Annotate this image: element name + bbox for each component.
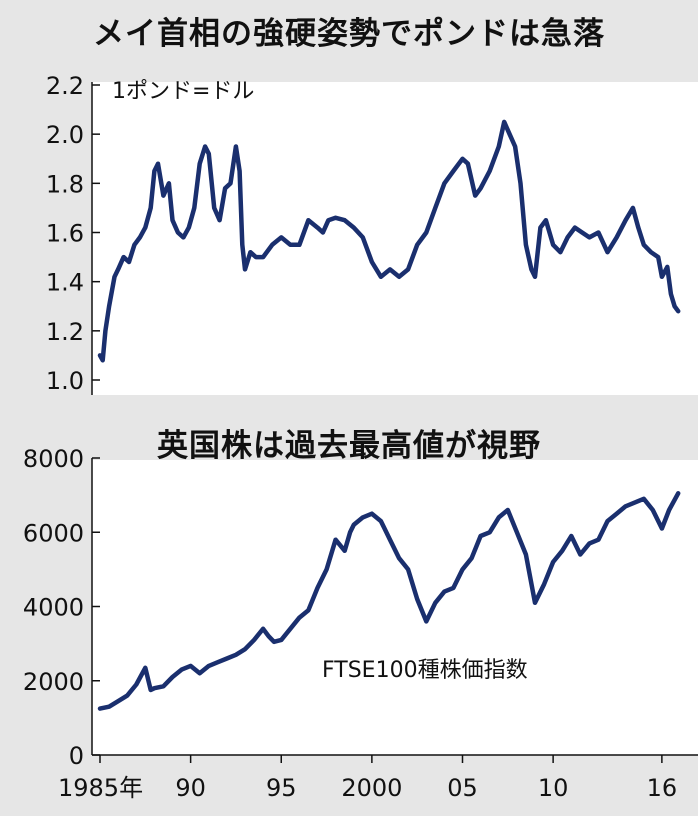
pound-plot-area bbox=[92, 82, 698, 395]
ftse-xtick-label: 1985年 bbox=[58, 774, 143, 802]
ftse-series-label: FTSE100種株価指数 bbox=[322, 658, 528, 683]
pound-ytick-label: 1.4 bbox=[46, 269, 84, 297]
ftse-xtick-label: 16 bbox=[647, 774, 678, 802]
ftse-ytick-label: 6000 bbox=[23, 519, 84, 547]
ftse-xtick-label: 90 bbox=[175, 774, 206, 802]
ftse-ytick-label: 2000 bbox=[23, 668, 84, 696]
ftse-xtick-label: 95 bbox=[266, 774, 297, 802]
ftse-xtick-label: 10 bbox=[538, 774, 569, 802]
ftse-xtick-label: 05 bbox=[447, 774, 478, 802]
pound-ytick-label: 1.2 bbox=[46, 318, 84, 346]
ftse-chart-title: 英国株は過去最高値が視野 bbox=[157, 428, 541, 464]
ftse-plot-area bbox=[92, 460, 698, 755]
ftse-ytick-label: 4000 bbox=[23, 594, 84, 622]
pound-ytick-label: 1.0 bbox=[46, 367, 84, 395]
pound-series-line bbox=[97, 119, 681, 363]
ftse-ytick-label: 8000 bbox=[23, 445, 84, 473]
ftse-xtick-label: 2000 bbox=[341, 774, 402, 802]
pound-unit-label: 1ポンド=ドル bbox=[112, 79, 254, 104]
pound-ytick-label: 1.6 bbox=[46, 220, 84, 248]
pound-ytick-label: 2.2 bbox=[46, 72, 84, 100]
ftse-series-line bbox=[97, 491, 681, 711]
ftse-ytick-label: 0 bbox=[69, 742, 84, 770]
pound-ytick-label: 1.8 bbox=[46, 170, 84, 198]
pound-chart-title: メイ首相の強硬姿勢でポンドは急落 bbox=[93, 16, 605, 52]
pound-ytick-label: 2.0 bbox=[46, 121, 84, 149]
